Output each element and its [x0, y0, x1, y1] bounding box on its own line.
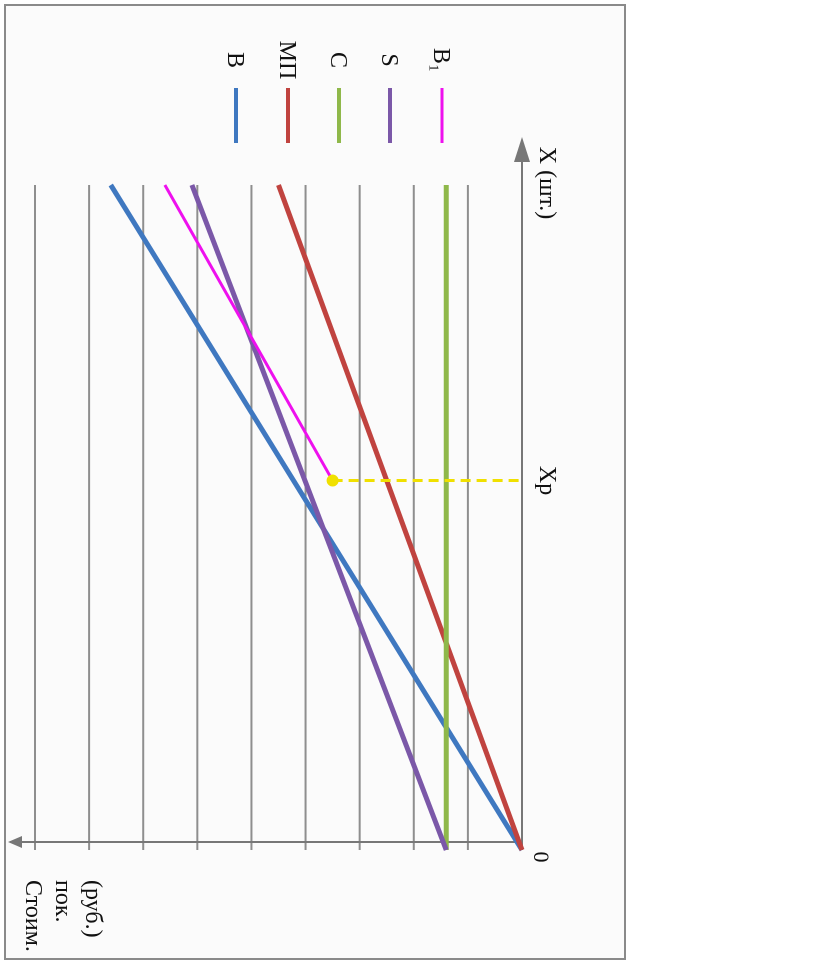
x-axis-arrow-icon — [514, 137, 530, 162]
legend-label: C — [325, 52, 351, 68]
series-lines — [108, 183, 525, 852]
origin-label: 0 — [529, 852, 554, 863]
legend: B МП C S B₁ — [222, 41, 454, 143]
x-axis-label: X (шт.) — [534, 147, 560, 219]
series-line — [108, 183, 525, 852]
legend-label: МП — [274, 41, 300, 80]
axis-labels: 0 X (шт.) Xp Стоим. пок. (руб.) — [20, 147, 560, 952]
series-line — [163, 184, 334, 482]
legend-label: S — [376, 53, 402, 66]
y-axis-label-line: Стоим. — [20, 880, 46, 952]
axes — [8, 137, 530, 850]
break-even-label: Xp — [534, 466, 560, 495]
y-axis-label-line: пок. — [50, 880, 76, 923]
series-line — [189, 184, 449, 851]
y-axis-label-line: (руб.) — [80, 880, 106, 938]
legend-label: B — [222, 52, 248, 68]
y-axis-arrow-icon — [8, 836, 22, 848]
break-even-marker — [326, 474, 522, 487]
break-even-point — [326, 474, 339, 487]
legend-label: B₁ — [428, 48, 454, 72]
grid-lines — [34, 185, 469, 850]
series-line — [276, 184, 525, 851]
